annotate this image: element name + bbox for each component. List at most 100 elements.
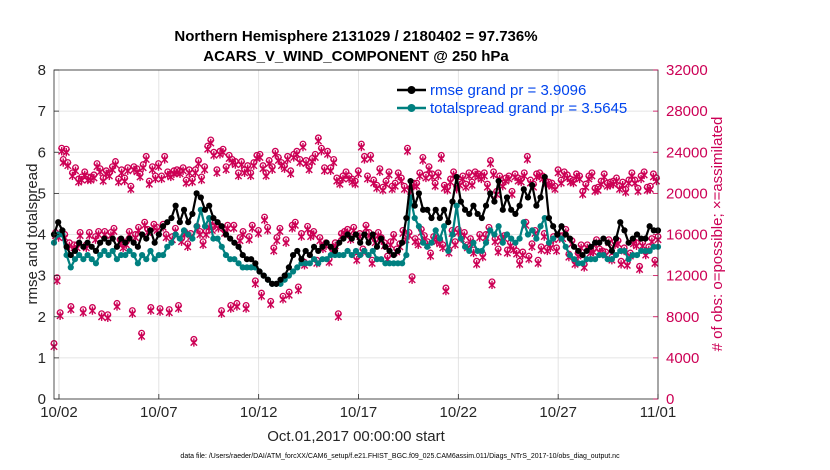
series-point-spread <box>294 264 301 271</box>
series-point-spread <box>344 247 351 255</box>
obs-assimilated-point <box>534 259 542 268</box>
obs-assimilated-point <box>62 148 70 157</box>
obs-assimilated-point <box>403 147 412 156</box>
y-tick-label-right: 4000 <box>666 350 699 367</box>
series-point-spread <box>440 223 448 230</box>
series-point-rmse <box>357 239 364 246</box>
obs-assimilated-point <box>121 176 129 186</box>
series-point-rmse <box>109 235 116 242</box>
series-point-rmse <box>294 247 301 255</box>
series-point-rmse <box>214 219 221 226</box>
series-point-rmse <box>529 182 536 189</box>
footnote: data file: /Users/raeder/DAI/ATM_forcXX/… <box>180 453 620 460</box>
series-point-rmse <box>642 235 649 242</box>
obs-assimilated-point <box>462 183 470 192</box>
series-point-rmse <box>323 239 330 246</box>
obs-assimilated-point <box>53 276 61 285</box>
series-point-rmse <box>227 235 234 242</box>
series-point-rmse <box>206 202 213 209</box>
series-point-spread <box>529 227 536 234</box>
series-point-rmse <box>122 239 129 246</box>
series-point-spread <box>101 247 108 255</box>
obs-assimilated-point <box>317 147 326 156</box>
series-point-spread <box>92 260 100 267</box>
obs-assimilated-point <box>517 177 525 187</box>
obs-assimilated-point <box>250 161 258 170</box>
obs-assimilated-point <box>99 176 107 186</box>
series-point-rmse <box>218 223 225 230</box>
series-point-spread <box>512 239 519 246</box>
x-axis-label: Oct.01,2017 00:00:00 start <box>267 428 445 445</box>
series-point-spread <box>348 251 355 259</box>
obs-assimilated-point <box>139 163 147 172</box>
obs-assimilated-point <box>483 183 492 192</box>
series-point-rmse <box>252 260 259 267</box>
series-point-rmse <box>151 239 158 246</box>
obs-assimilated-point <box>303 225 312 234</box>
series-point-spread <box>214 235 221 242</box>
series-point-spread <box>508 235 515 242</box>
series-point-rmse <box>71 247 79 255</box>
obs-assimilated-point <box>640 170 648 180</box>
series-point-rmse <box>101 235 108 242</box>
y-axis-label-right: # of obs: o=possible; ×=assimilated <box>709 117 726 352</box>
series-point-spread <box>411 214 418 222</box>
obs-assimilated-point <box>339 174 347 184</box>
y-tick-label-right: 0 <box>666 391 674 408</box>
obs-assimilated-point <box>248 224 256 233</box>
series-point-rmse <box>482 202 490 209</box>
obs-assimilated-point <box>416 171 424 181</box>
obs-assimilated-point <box>219 148 227 157</box>
series-point-rmse <box>474 210 481 218</box>
obs-assimilated-point <box>97 312 106 321</box>
obs-assimilated-point <box>391 182 399 191</box>
obs-assimilated-point <box>236 236 244 245</box>
series-point-rmse <box>369 231 376 238</box>
series-point-rmse <box>201 206 209 213</box>
series-point-spread <box>365 251 372 259</box>
series-point-rmse <box>222 231 230 238</box>
series-point-rmse <box>260 272 267 279</box>
series-point-spread <box>562 243 569 250</box>
series-point-rmse <box>164 219 171 226</box>
series-point-spread <box>533 235 540 242</box>
obs-assimilated-point <box>217 309 226 318</box>
series-point-rmse <box>440 206 448 213</box>
series-point-rmse <box>281 272 288 279</box>
obs-assimilated-point <box>632 241 641 250</box>
series-point-rmse <box>411 202 418 209</box>
obs-assimilated-point <box>442 286 450 296</box>
obs-assimilated-point <box>397 176 406 186</box>
series-point-rmse <box>461 206 469 213</box>
x-tick-label: 10/07 <box>140 404 178 421</box>
obs-assimilated-point <box>148 165 157 174</box>
series-point-spread <box>67 264 74 271</box>
series-point-spread <box>633 251 641 259</box>
obs-assimilated-point <box>503 248 512 258</box>
series-point-spread <box>491 231 498 238</box>
obs-assimilated-point <box>294 285 303 295</box>
series-point-rmse <box>466 210 473 218</box>
obs-assimilated-point <box>85 231 94 240</box>
series-point-rmse <box>596 239 603 246</box>
obs-assimilated-point <box>600 172 608 182</box>
obs-assimilated-point <box>127 185 135 194</box>
obs-assimilated-point <box>618 180 627 190</box>
obs-assimilated-point <box>588 171 596 181</box>
series-point-rmse <box>394 247 402 255</box>
series-point-rmse <box>55 219 62 226</box>
series-point-spread <box>340 251 347 259</box>
series-point-rmse <box>176 219 183 226</box>
series-point-rmse <box>97 239 104 246</box>
obs-assimilated-point <box>154 162 163 171</box>
series-point-spread <box>147 247 154 255</box>
obs-assimilated-point <box>523 155 532 164</box>
series-point-rmse <box>407 177 414 185</box>
series-point-spread <box>415 223 423 230</box>
series-point-rmse <box>508 206 515 213</box>
obs-assimilated-point <box>260 215 269 225</box>
x-tick-label: 10/17 <box>340 404 378 421</box>
series-point-spread <box>126 247 133 255</box>
y-tick-label-left: 6 <box>38 144 46 161</box>
series-point-rmse <box>189 210 196 218</box>
